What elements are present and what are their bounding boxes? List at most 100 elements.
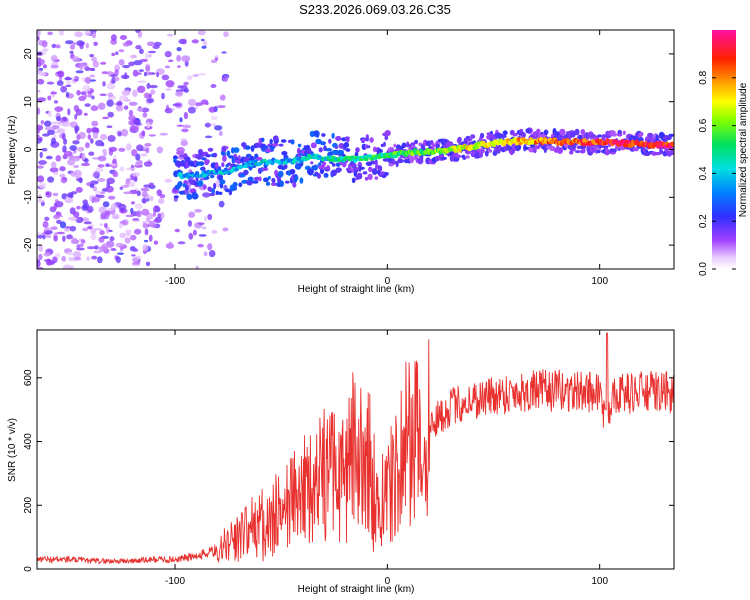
heatmap-cell: [52, 192, 59, 197]
heatmap-cell: [396, 144, 401, 149]
heatmap-cell: [136, 107, 144, 111]
heatmap-cell: [310, 161, 314, 165]
heatmap-cell: [143, 200, 147, 204]
heatmap-cell: [97, 194, 105, 199]
heatmap-cell: [655, 134, 660, 141]
heatmap-cell: [84, 30, 92, 36]
heatmap-cell: [474, 153, 478, 159]
heatmap-cell: [73, 165, 80, 168]
heatmap-cell: [132, 119, 140, 125]
heatmap-cell: [232, 147, 240, 154]
heatmap-cell: [174, 228, 180, 233]
heatmap-cell: [74, 256, 82, 261]
heatmap-cell: [51, 121, 60, 125]
heatmap-cell: [63, 227, 70, 232]
heatmap-cell: [159, 132, 169, 136]
heatmap-cell: [132, 218, 140, 221]
x-tick-label: 100: [591, 576, 608, 587]
heatmap-cell: [319, 168, 325, 175]
heatmap-cell: [81, 204, 88, 211]
heatmap-cell: [107, 111, 114, 118]
heatmap-cell: [574, 128, 580, 136]
heatmap-cell: [202, 184, 207, 190]
heatmap-cell: [41, 40, 48, 48]
heatmap-cell: [197, 155, 202, 160]
heatmap-cell: [69, 44, 76, 50]
heatmap-cell: [198, 161, 205, 166]
heatmap-cell: [175, 91, 184, 97]
heatmap-cell: [56, 231, 65, 235]
heatmap-cell: [178, 190, 186, 195]
heatmap-cell: [67, 108, 71, 116]
heatmap-cell: [44, 216, 50, 221]
colorbar-ticks: 0.0 0.2 0.4 0.6 0.8: [698, 70, 736, 276]
heatmap-cell: [118, 203, 127, 211]
heatmap-cell: [158, 198, 165, 205]
heatmap-cell: [106, 125, 113, 129]
heatmap-cell: [114, 69, 119, 77]
heatmap-cell: [119, 232, 126, 239]
heatmap-cell: [102, 148, 107, 154]
heatmap-cell: [138, 31, 143, 37]
heatmap-cell: [489, 133, 494, 139]
heatmap-cell: [41, 48, 49, 52]
heatmap-cell: [47, 176, 55, 183]
heatmap-cell: [42, 133, 50, 137]
heatmap-cell: [56, 80, 64, 86]
heatmap-cell: [68, 256, 74, 261]
heatmap-cell: [382, 158, 390, 162]
heatmap-cell: [37, 36, 40, 41]
heatmap-cell: [92, 132, 99, 140]
heatmap-cell: [60, 85, 67, 93]
heatmap-cell: [194, 171, 200, 175]
heatmap-cell: [222, 155, 227, 162]
heatmap-cell: [66, 234, 73, 240]
heatmap-cell: [605, 147, 609, 153]
heatmap-cell: [377, 155, 382, 160]
heatmap-cell: [307, 148, 312, 155]
heatmap-cell: [374, 159, 378, 166]
heatmap-cell: [53, 214, 60, 220]
page-title: S233.2026.069.03.26.C35: [299, 2, 451, 17]
heatmap-cell: [239, 173, 246, 178]
heatmap-cell: [568, 130, 576, 134]
heatmap-cell: [244, 145, 251, 150]
heatmap-cell: [65, 91, 70, 98]
heatmap-cell: [74, 31, 83, 37]
heatmap-cell: [86, 127, 92, 134]
heatmap-cell: [218, 200, 225, 208]
heatmap-cell: [355, 147, 360, 153]
heatmap-cell: [180, 138, 187, 141]
heatmap-cell: [38, 245, 44, 252]
heatmap-cell: [260, 137, 265, 143]
heatmap-cell: [121, 128, 129, 136]
heatmap-cell: [180, 140, 188, 147]
heatmap-cell: [457, 136, 462, 143]
heatmap-cell: [364, 176, 369, 181]
heatmap-cell: [106, 99, 114, 107]
heatmap-cell: [360, 138, 366, 142]
heatmap-cell: [37, 234, 43, 239]
heatmap-cell: [86, 256, 91, 261]
heatmap-cell: [509, 149, 513, 155]
heatmap-cell: [115, 242, 124, 248]
heatmap-cell: [207, 243, 213, 251]
heatmap-cell: [110, 203, 118, 210]
heatmap-cell: [152, 206, 161, 213]
heatmap-cell: [132, 89, 138, 98]
heatmap-cell: [119, 186, 124, 190]
heatmap-cell: [202, 226, 207, 230]
heatmap-cell: [144, 143, 152, 147]
heatmap-cell: [87, 246, 96, 250]
heatmap-cell: [38, 253, 43, 261]
heatmap-cell: [61, 121, 71, 127]
heatmap-cell: [136, 72, 142, 75]
heatmap-cell: [125, 214, 135, 218]
heatmap-cell: [76, 134, 81, 141]
heatmap-cell: [384, 172, 389, 176]
heatmap-cell: [270, 146, 274, 152]
heatmap-cell: [54, 201, 64, 208]
heatmap-cell: [97, 164, 105, 168]
heatmap-cell: [362, 171, 368, 175]
heatmap-cell: [128, 181, 136, 187]
